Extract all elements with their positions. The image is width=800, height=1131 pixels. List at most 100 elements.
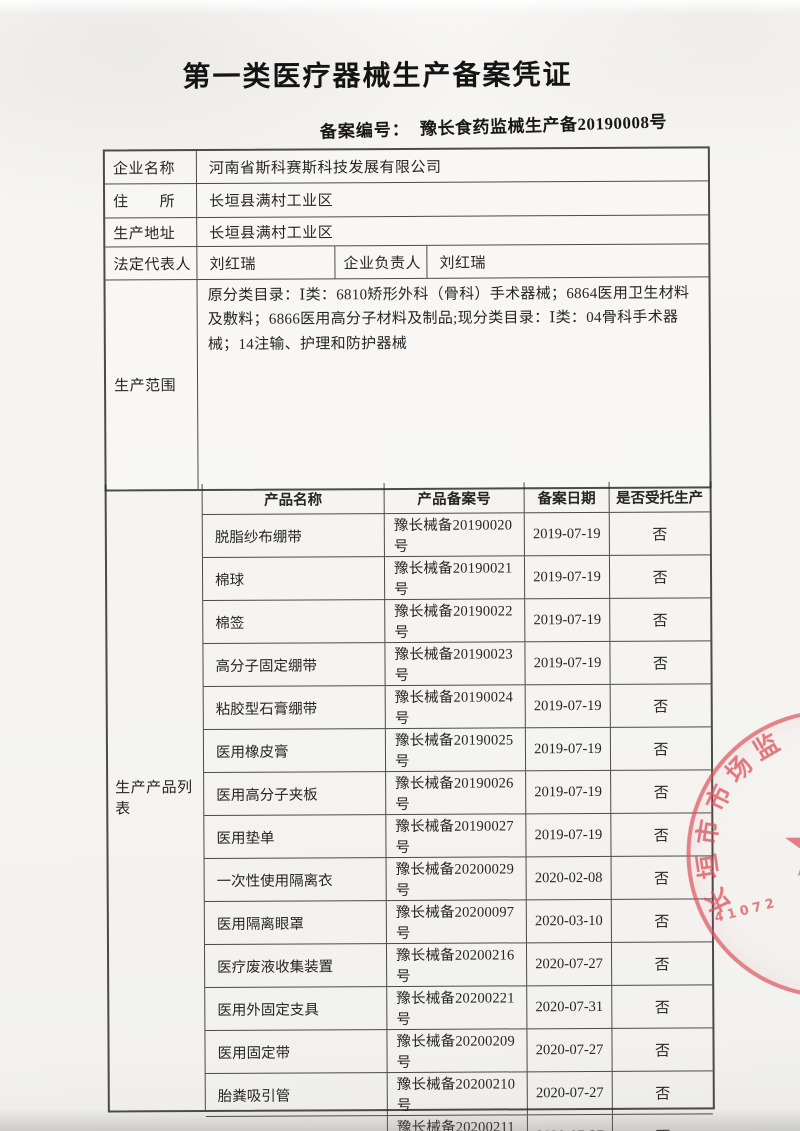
product-date-cell: 2019-07-19	[526, 813, 612, 857]
product-date-cell: 2019-07-19	[524, 512, 610, 556]
product-name-cell: 高分子固定绷带	[203, 643, 386, 687]
product-record-no-cell: 豫长械备20190027号	[386, 814, 527, 858]
info-value-cell: 刘红瑞	[197, 246, 336, 280]
product-header-row: 产品名称 产品备案号 备案日期 是否受托生产	[202, 481, 710, 516]
header-cell-product-name: 产品名称	[202, 483, 385, 515]
product-entrusted-cell: 否	[653, 742, 669, 759]
product-row: 高分子固定绷带 豫长械备20190023号 2019-07-19 否	[203, 641, 711, 688]
header-cell-entrusted: 是否受托生产	[616, 489, 704, 507]
scan-top-edge	[0, 0, 800, 14]
product-row: 医用隔离眼罩 豫长械备20200097号 2020-03-10 否	[204, 899, 712, 946]
product-date-cell: 2019-07-19	[525, 727, 612, 771]
product-row: 棉球 豫长械备20190021号 2019-07-19 否	[202, 555, 711, 602]
info-value-cell: 长垣县满村工业区	[209, 193, 334, 210]
info-value-cell: 河南省斯科赛斯科技发展有限公司	[208, 159, 442, 177]
product-row: 一次性使用隔离衣 豫长械备20200029号 2020-02-08 否	[204, 856, 712, 903]
product-name-cell: 一次性使用隔离衣	[204, 858, 387, 902]
product-record-no-cell: 豫长械备20190021号	[384, 556, 526, 600]
scan-bottom-shadow	[0, 1109, 800, 1131]
product-date-cell: 2019-07-19	[525, 598, 611, 642]
product-date-cell: 2019-07-19	[525, 641, 611, 685]
product-record-no-cell: 豫长械备20190025号	[385, 728, 527, 772]
record-number-line: 备案编号： 豫长食药监械生产备20190008号	[319, 107, 668, 142]
stamp-arc-char: 场	[720, 751, 758, 788]
product-record-no-cell: 豫长械备20200029号	[386, 857, 527, 901]
info-row-production-scope: 生产范围 原分类目录：Ⅰ类：6810矫形外科（骨科）手术器械；6864医用卫生材…	[105, 277, 710, 490]
company-info-table: 企业名称 河南省斯科赛斯科技发展有限公司 住 所 长垣县满村工业区 生产地址 长…	[102, 146, 712, 492]
product-row: 医疗废液收集装置 豫长械备20200216号 2020-07-27 否	[204, 942, 713, 989]
product-name-cell: 医用隔离眼罩	[204, 901, 387, 945]
header-cell-record-no: 产品备案号	[384, 482, 525, 514]
info-label-cell: 企业名称	[104, 151, 197, 184]
info-row-company-name: 企业名称 河南省斯科赛斯科技发展有限公司	[104, 148, 708, 185]
product-row: 医用橡皮膏 豫长械备20190025号 2019-07-19 否	[203, 727, 712, 774]
product-record-no-cell: 豫长械备20190026号	[386, 771, 527, 815]
product-record-no-cell: 豫长械备20200097号	[386, 900, 527, 944]
product-record-no-cell: 豫长械备20190023号	[385, 642, 526, 686]
product-row: 棉签 豫长械备20190022号 2019-07-19 否	[203, 598, 711, 645]
product-entrusted-cell: 否	[654, 1000, 670, 1017]
product-name-cell: 棉签	[203, 600, 386, 644]
product-name-cell: 医疗废液收集装置	[204, 944, 388, 988]
info-label-cell: 生产地址	[105, 218, 198, 247]
product-record-no-cell: 豫长械备20190020号	[384, 513, 525, 557]
product-date-cell: 2020-02-08	[526, 856, 612, 900]
product-entrusted-cell: 否	[653, 828, 669, 845]
info-row-production-address: 生产地址 长垣县满村工业区	[105, 215, 709, 248]
product-side-label: 生产产品列表	[106, 484, 206, 1111]
product-entrusted-cell: 否	[652, 527, 668, 544]
product-row: 医用固定带 豫长械备20200209号 2020-07-27 否	[205, 1028, 713, 1075]
product-date-cell: 2020-07-31	[527, 985, 613, 1029]
product-date-cell: 2019-07-19	[524, 555, 611, 599]
info-row-representatives: 法定代表人 刘红瑞 企业负责人 刘红瑞	[105, 244, 709, 281]
info-value-cell: 刘红瑞	[439, 255, 486, 272]
info-value-cell: 原分类目录：Ⅰ类：6810矫形外科（骨科）手术器械；6864医用卫生材料及敷料；…	[207, 285, 690, 353]
product-entrusted-cell: 否	[653, 699, 669, 716]
product-date-cell: 2020-07-27	[527, 1071, 613, 1115]
product-entrusted-cell: 否	[652, 570, 668, 587]
page-title: 第一类医疗器械生产备案凭证	[182, 60, 573, 94]
product-row: 医用高分子夹板 豫长械备20190026号 2019-07-19 否	[204, 770, 712, 817]
product-entrusted-cell: 否	[653, 785, 669, 802]
product-record-no-cell: 豫长械备20190022号	[385, 599, 526, 643]
product-name-cell: 医用固定带	[205, 1030, 388, 1074]
product-record-no-cell: 豫长械备20190024号	[385, 685, 526, 729]
product-row: 粘胶型石膏绷带 豫长械备20190024号 2019-07-19 否	[203, 684, 711, 731]
product-date-cell: 2020-07-27	[526, 942, 613, 986]
stamp-arc-char: 监	[749, 729, 785, 766]
product-date-cell: 2019-07-19	[525, 684, 611, 728]
product-name-cell: 脱脂纱布绷带	[202, 514, 385, 558]
header-cell-record-date: 备案日期	[524, 481, 610, 513]
info-label-cell: 企业负责人	[335, 245, 428, 279]
stamp-digits: 41072	[712, 895, 780, 927]
product-record-no-cell: 豫长械备20200216号	[386, 943, 528, 987]
product-name-cell: 医用高分子夹板	[204, 772, 387, 816]
product-date-cell: 2020-07-27	[527, 1028, 613, 1072]
info-label-cell: 住 所	[105, 184, 198, 218]
info-row-residence: 住 所 长垣县满村工业区	[105, 181, 709, 219]
product-date-cell: 2020-03-10	[526, 899, 612, 943]
product-record-no-cell: 豫长械备20200209号	[387, 1029, 528, 1073]
product-name-cell: 医用垫单	[204, 815, 387, 859]
product-record-no-cell: 豫长械备20200221号	[387, 986, 528, 1030]
info-label-cell: 生产范围	[105, 280, 199, 490]
product-entrusted-cell: 否	[654, 871, 670, 888]
product-entrusted-cell: 否	[655, 1086, 671, 1103]
info-value-cell: 长垣县满村工业区	[209, 224, 334, 242]
product-entrusted-cell: 否	[654, 1043, 671, 1060]
record-number-label: 备案编号：	[319, 119, 411, 142]
product-row: 医用垫单 豫长械备20190027号 2019-07-19 否	[204, 813, 712, 860]
star-icon: ★	[779, 796, 800, 898]
product-list-table: 生产产品列表 产品名称 产品备案号 备案日期 是否受托生产 脱脂纱布绷带 豫长械备…	[104, 481, 715, 1131]
product-entrusted-cell: 否	[654, 957, 670, 974]
product-name-cell: 医用橡皮膏	[203, 729, 387, 773]
product-row: 脱脂纱布绷带 豫长械备20190020号 2019-07-19 否	[202, 512, 710, 559]
product-entrusted-cell: 否	[652, 656, 669, 673]
product-name-cell: 棉球	[202, 557, 386, 601]
record-number-value: 豫长食药监械生产备20190008号	[419, 112, 668, 139]
info-label-cell: 法定代表人	[105, 247, 198, 280]
product-date-cell: 2019-07-19	[526, 770, 612, 814]
product-row: 医用外固定支具 豫长械备20200221号 2020-07-31 否	[205, 985, 713, 1032]
